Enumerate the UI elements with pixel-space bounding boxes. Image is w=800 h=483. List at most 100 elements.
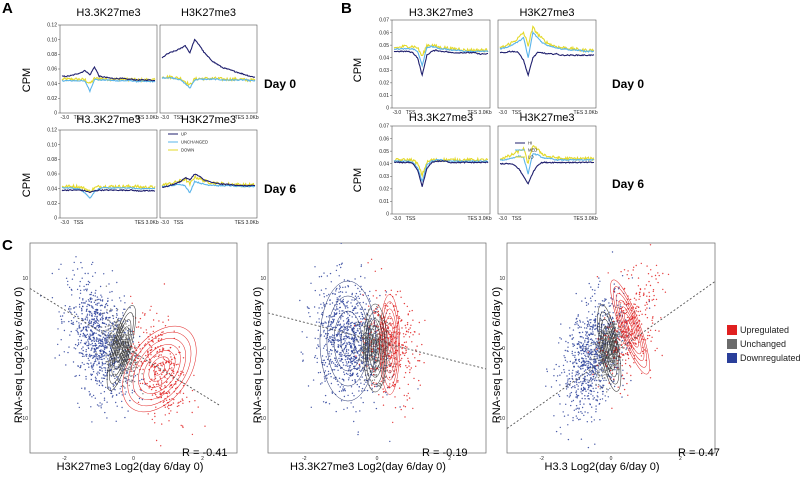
scatter-point [394, 407, 397, 409]
scatter-point [566, 395, 569, 397]
scatter-point [601, 354, 603, 356]
scatter-point [326, 295, 328, 297]
y-tick-label: 0 [25, 346, 28, 352]
scatter-point [61, 315, 64, 317]
scatter-point [88, 336, 91, 338]
scatter-point [607, 396, 609, 398]
scatter-point [360, 339, 362, 342]
scatter-point [86, 353, 88, 356]
scatter-point [126, 375, 128, 378]
scatter-point [70, 320, 73, 322]
scatter-point [406, 395, 408, 397]
scatter-point [111, 340, 113, 342]
scatter-point [104, 306, 106, 309]
scatter-point [601, 332, 604, 335]
scatter-point [332, 336, 334, 339]
scatter-point [363, 326, 365, 328]
scatter-point [621, 396, 623, 398]
scatter-point [320, 334, 322, 336]
scatter-point [568, 396, 570, 398]
scatter-point [586, 317, 588, 319]
scatter-point [98, 405, 100, 407]
scatter-point [591, 369, 594, 371]
scatter-point [591, 295, 594, 297]
scatter-point [104, 375, 106, 377]
scatter-point [122, 336, 124, 338]
scatter-point [593, 342, 595, 344]
x-tick-label: TSS [74, 220, 84, 226]
scatter-point [130, 362, 133, 365]
scatter-point [86, 305, 88, 308]
scatter-point [568, 369, 570, 372]
scatter-point [581, 406, 584, 409]
scatter-point [590, 380, 593, 382]
scatter-point [366, 312, 368, 314]
scatter-point [412, 319, 414, 321]
scatter-point [574, 385, 576, 387]
scatter-point [106, 417, 108, 419]
scatter-point [339, 295, 341, 297]
scatter-point [105, 317, 107, 319]
panel-b-plot-r0-c1: H3K27me3-3.0 TSS TES 3.0Kb [497, 7, 598, 116]
scatter-point [330, 321, 332, 323]
scatter-point [106, 336, 108, 338]
scatter-point [338, 285, 341, 287]
scatter-point [579, 336, 581, 338]
scatter-point [173, 364, 175, 366]
scatter-point [124, 416, 126, 419]
scatter-point [116, 325, 119, 327]
scatter-point [337, 340, 339, 342]
scatter-point [78, 303, 81, 306]
scatter-point [136, 367, 138, 369]
scatter-point [86, 317, 89, 319]
scatter-point [625, 348, 627, 351]
scatter-point [346, 321, 348, 323]
scatter-point [167, 319, 170, 321]
scatter-point [85, 283, 88, 286]
scatter-point [339, 286, 341, 288]
scatter-point [154, 366, 156, 368]
scatter-point [595, 373, 597, 376]
scatter-point [133, 355, 136, 357]
scatter-point [580, 353, 583, 355]
scatter-point [590, 416, 593, 418]
scatter-point [110, 364, 113, 367]
scatter-point [347, 379, 350, 381]
scatter-point [169, 368, 171, 370]
scatter-point [168, 372, 171, 375]
x-tick-label: 3.0Kb [146, 115, 159, 121]
scatter-point [555, 363, 557, 366]
scatter-point [375, 319, 377, 322]
profile-line-med [393, 158, 489, 183]
scatter-point [123, 330, 125, 332]
scatter-point [83, 355, 85, 357]
y-tick-label: 0.02 [379, 81, 389, 87]
density-contour [388, 337, 392, 352]
scatter-point [87, 339, 89, 341]
scatter-point [105, 342, 108, 344]
scatter-point [620, 311, 622, 313]
scatter-point [418, 321, 420, 324]
scatter-point [168, 407, 170, 410]
scatter-point [604, 395, 606, 397]
scatter-point [338, 291, 340, 293]
scatter-point [358, 369, 361, 371]
scatter-point [91, 364, 93, 367]
scatter-point [335, 410, 337, 413]
y-tick-label: 10 [260, 276, 266, 282]
scatter-point [365, 350, 368, 352]
scatter-point [382, 396, 384, 398]
scatter-point [360, 397, 362, 399]
scatter-point [609, 311, 611, 313]
scatter-point [399, 354, 402, 356]
scatter-point [600, 335, 602, 337]
scatter-point [155, 389, 157, 392]
scatter-point [336, 365, 338, 367]
scatter-point [341, 329, 343, 332]
scatter-point [94, 322, 97, 324]
scatter-point [100, 354, 103, 356]
scatter-point [581, 390, 584, 392]
scatter-point [100, 366, 102, 368]
scatter-point [89, 293, 91, 296]
scatter-point [582, 321, 584, 323]
